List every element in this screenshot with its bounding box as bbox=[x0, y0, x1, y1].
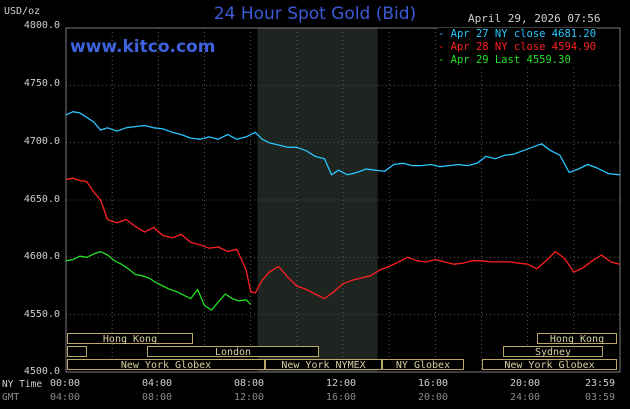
x-tick-gmt: 16:00 bbox=[325, 392, 357, 403]
series-line-0 bbox=[65, 111, 621, 176]
y-tick-label: 4700.0 bbox=[23, 136, 60, 147]
timestamp: April 29, 2026 07:56 bbox=[468, 12, 601, 25]
y-tick-label: 4650.0 bbox=[23, 194, 60, 205]
series-line-1 bbox=[65, 177, 621, 300]
session-ny-globex: New York Globex bbox=[67, 359, 265, 371]
legend-entry-apr29: - Apr 29 Last 4559.30 bbox=[438, 54, 571, 66]
session-ny-nymex: New York NYMEX bbox=[265, 359, 382, 371]
session-hong-kong-late: Hong Kong bbox=[537, 333, 617, 345]
legend: - Apr 27 NY close 4681.20 - Apr 28 NY cl… bbox=[438, 28, 597, 67]
x-axis-label-gmt: GMT bbox=[2, 392, 20, 403]
x-tick-ny: 00:00 bbox=[49, 378, 81, 389]
x-tick-gmt: 24:00 bbox=[509, 392, 541, 403]
y-tick-label: 4500.0 bbox=[23, 366, 60, 377]
y-tick-label: 4550.0 bbox=[23, 309, 60, 320]
x-tick-gmt: 08:00 bbox=[141, 392, 173, 403]
units-label: USD/oz bbox=[4, 6, 41, 17]
y-tick-label: 4800.0 bbox=[23, 20, 60, 31]
y-tick-label: 4600.0 bbox=[23, 251, 60, 262]
legend-entry-apr28: - Apr 28 NY close 4594.90 bbox=[438, 41, 597, 53]
x-tick-gmt: 12:00 bbox=[233, 392, 265, 403]
session-hong-kong: Hong Kong bbox=[67, 333, 193, 345]
x-axis-label-ny: NY Time bbox=[2, 379, 43, 390]
brand-watermark: www.kitco.com bbox=[70, 37, 216, 57]
series-line-2 bbox=[65, 250, 252, 311]
session-sydney: Sydney bbox=[503, 346, 603, 358]
x-tick-gmt: 03:59 bbox=[584, 392, 616, 403]
x-tick-ny: 16:00 bbox=[417, 378, 449, 389]
session-london: London bbox=[147, 346, 319, 358]
session-ny-globex-next: New York Globex bbox=[482, 359, 617, 371]
x-tick-ny: 08:00 bbox=[233, 378, 265, 389]
y-tick-label: 4750.0 bbox=[23, 78, 60, 89]
nymex-session-shade bbox=[257, 28, 378, 372]
x-tick-ny: 20:00 bbox=[509, 378, 541, 389]
x-tick-gmt: 20:00 bbox=[417, 392, 449, 403]
session-ny-globex-late: NY Globex bbox=[382, 359, 464, 371]
x-tick-ny: 12:00 bbox=[325, 378, 357, 389]
x-tick-ny: 23:59 bbox=[584, 378, 616, 389]
x-tick-gmt: 04:00 bbox=[49, 392, 81, 403]
x-tick-ny: 04:00 bbox=[141, 378, 173, 389]
session-gap-left bbox=[67, 346, 87, 357]
chart-title: 24 Hour Spot Gold (Bid) bbox=[213, 4, 417, 24]
plot-border bbox=[65, 27, 621, 373]
legend-entry-apr27: - Apr 27 NY close 4681.20 bbox=[438, 28, 597, 40]
